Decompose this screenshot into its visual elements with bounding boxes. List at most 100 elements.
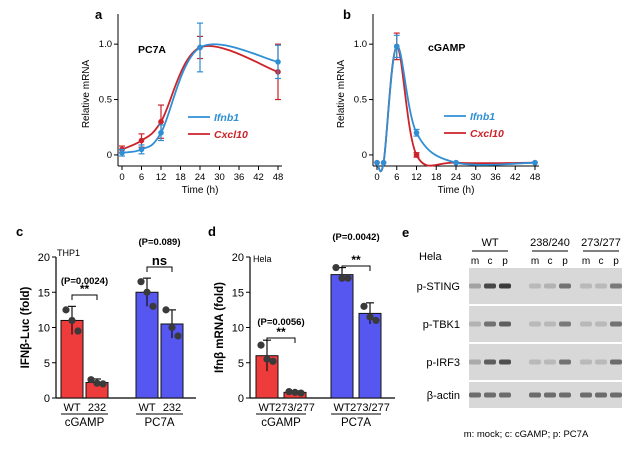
y-tick-label: 0 [44, 393, 50, 405]
blot-row-label: p-STING [417, 281, 460, 293]
replicate-point [257, 341, 265, 349]
line-chart-b: 0 6 12 18 24 30 36 42 48 0 0.5 1.0 Time (h) Relative … [336, 14, 540, 196]
replicate-point [338, 274, 346, 282]
lane-label: c [488, 256, 493, 267]
x-tick-label: 24 [451, 172, 462, 183]
blot-band [469, 392, 481, 398]
lane-label: p [613, 256, 619, 267]
x-tick-label: 30 [470, 172, 481, 183]
lane-label: p [562, 256, 568, 267]
blot-band [559, 359, 571, 365]
replicate-point [168, 323, 176, 332]
data-point-ifnb1 [393, 43, 400, 50]
chart-title: cGAMP [428, 42, 465, 54]
blot-band [610, 359, 622, 365]
replicate-point [269, 357, 277, 365]
blot-band [544, 283, 556, 289]
x-tick-label: 36 [234, 172, 245, 183]
lane-label: p [502, 256, 508, 267]
genotype-label: 273/277 [581, 237, 621, 249]
x-tick-label: 48 [530, 172, 541, 183]
panel-label-e: e [402, 225, 409, 240]
legend-label: Ifnb1 [214, 112, 239, 124]
lane-label: m [531, 256, 539, 267]
x-tick-label: 30 [214, 172, 225, 183]
significance-mark: ns [152, 253, 167, 268]
blot-band [499, 283, 511, 289]
y-tick-label: 20 [232, 252, 244, 264]
blot-band [580, 283, 592, 289]
x-axis-label: Time (h) [182, 185, 219, 196]
x-tick-label: 18 [431, 172, 442, 183]
blot-band [595, 392, 607, 398]
replicate-point [149, 302, 157, 310]
blot-band [595, 321, 607, 327]
y-tick-label: 15 [38, 287, 50, 299]
blot-band [595, 283, 607, 289]
blot-band [559, 283, 571, 289]
data-point-ifnb1 [380, 159, 387, 166]
significance-bracket [146, 266, 173, 272]
data-point-ifnb1 [158, 129, 164, 136]
lane-label: m [582, 256, 590, 267]
data-point-cxcl10 [158, 118, 164, 125]
y-tick-label: 1.0 [354, 39, 367, 50]
blot-band [544, 359, 556, 365]
replicate-point [62, 306, 70, 314]
p-value: (P=0.0042) [332, 232, 379, 243]
cell-line-label: THP1 [57, 248, 80, 258]
p-value: (P=0.0024) [61, 276, 108, 287]
y-tick-label: 5 [44, 358, 50, 370]
blot-band [580, 359, 592, 365]
bar [330, 274, 354, 399]
x-tick-label: 0 [374, 172, 379, 183]
category-label: WT [258, 402, 275, 414]
y-tick-label: 0 [107, 150, 112, 161]
y-tick-label: 10 [38, 323, 50, 335]
replicate-point [74, 327, 82, 335]
lane-label: c [599, 256, 604, 267]
group-label: PC7A [341, 417, 371, 429]
bar-chart-c: 0 5 10 15 20 IFNβ-Luc (fold) THP1 WT 232 WT 232 cGA… [20, 237, 196, 429]
blot-band [580, 321, 592, 327]
blot-band [610, 321, 622, 327]
legend-label: Cxcl10 [470, 128, 504, 140]
lane-label: c [548, 256, 553, 267]
data-point-cxcl10 [413, 152, 420, 158]
y-tick-label: 20 [38, 252, 50, 264]
group-label: cGAMP [65, 417, 105, 429]
x-tick-label: 12 [156, 172, 167, 183]
blot-band [559, 392, 571, 398]
blot-band [544, 321, 556, 327]
cell-line-label: Hela [419, 251, 443, 263]
y-tick-label: 15 [232, 287, 244, 299]
blot-band [499, 359, 511, 365]
replicate-point [291, 388, 299, 396]
blot-band [469, 359, 481, 365]
data-point-ifnb1 [119, 149, 125, 156]
cell-line-label: Hela [253, 254, 272, 264]
blot-band [529, 321, 541, 327]
line-chart-a: 0 6 12 18 24 30 36 42 48 0 0.5 1.0 Time (h) Relative … [81, 14, 283, 196]
y-tick-label: 10 [232, 323, 244, 335]
series-line-cxcl10 [121, 45, 279, 151]
replicate-point [162, 306, 170, 314]
significance-bracket [266, 337, 296, 343]
replicate-point [344, 274, 352, 282]
panel-label-c: c [16, 224, 23, 239]
panel-label-d: d [208, 224, 216, 239]
series-line-cxcl10 [376, 45, 536, 173]
replicate-point [297, 389, 305, 397]
blot-row-label: β-actin [427, 390, 460, 402]
blot-band [499, 321, 511, 327]
x-tick-label: 42 [510, 172, 521, 183]
blot-band [484, 359, 496, 365]
p-value: (P=0.0056) [257, 317, 304, 328]
blot-band [529, 359, 541, 365]
category-label: 273/277 [275, 402, 315, 414]
series-line-ifnb1 [121, 43, 279, 154]
x-tick-label: 24 [195, 172, 206, 183]
